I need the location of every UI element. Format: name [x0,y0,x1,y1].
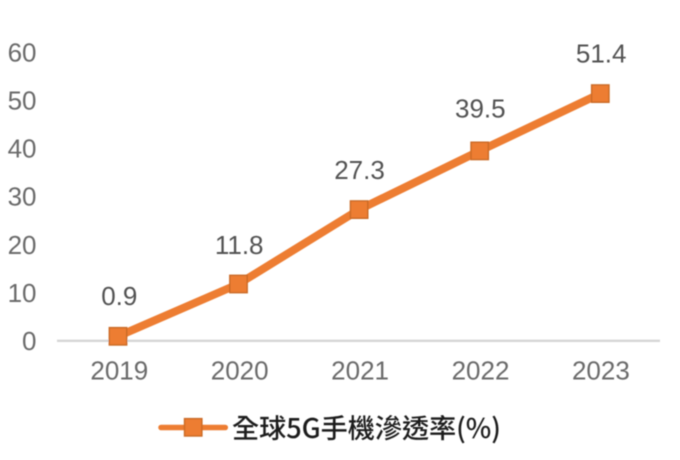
svg-text:2022: 2022 [452,355,510,385]
svg-text:2020: 2020 [211,355,269,385]
svg-text:27.3: 27.3 [334,155,385,185]
svg-text:20: 20 [8,230,37,260]
svg-text:60: 60 [8,37,37,67]
svg-text:2019: 2019 [90,355,148,385]
svg-text:51.4: 51.4 [576,39,627,69]
svg-text:0: 0 [22,326,36,356]
svg-text:39.5: 39.5 [455,94,506,124]
svg-text:30: 30 [8,182,37,212]
svg-text:40: 40 [8,134,37,164]
svg-text:50: 50 [8,86,37,116]
svg-text:0.9: 0.9 [101,281,137,311]
svg-text:10: 10 [8,278,37,308]
svg-text:2023: 2023 [572,355,630,385]
svg-text:2021: 2021 [331,355,389,385]
svg-text:11.8: 11.8 [215,230,264,260]
